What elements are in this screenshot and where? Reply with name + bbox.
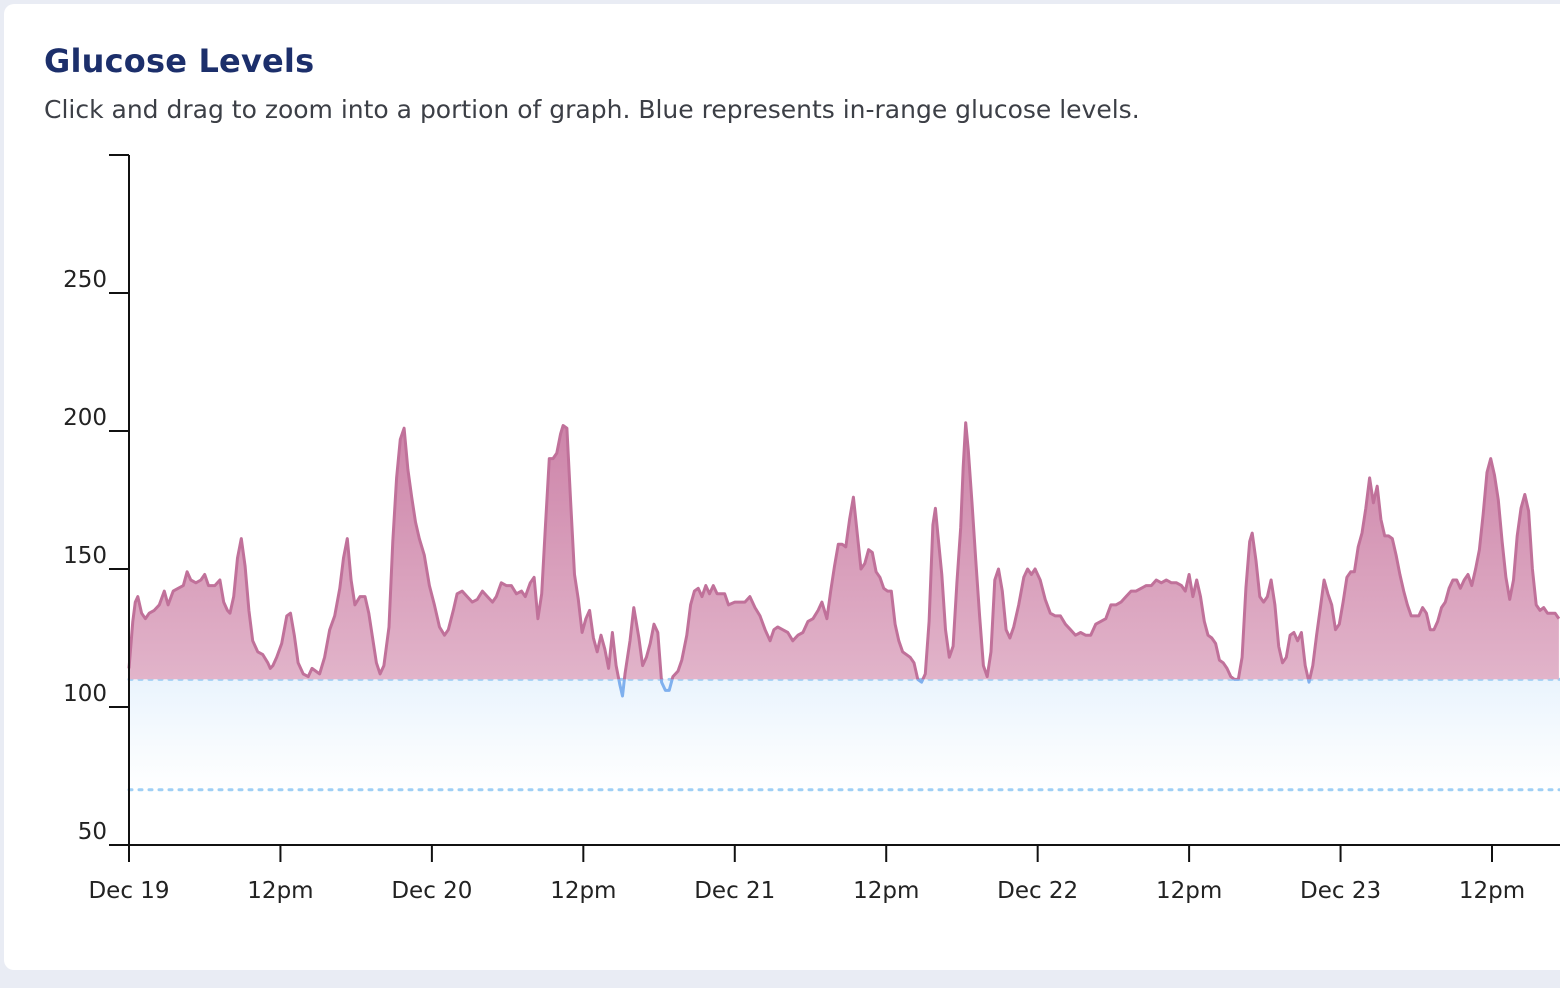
y-tick-label: 100 (63, 681, 107, 707)
x-tick-label: 12pm (247, 878, 313, 904)
chart-instructions: Click and drag to zoom into a portion of… (44, 95, 1140, 124)
x-tick-label: 12pm (1156, 878, 1222, 904)
x-tick-label: Dec 23 (1300, 878, 1381, 904)
x-tick-label: 12pm (550, 878, 616, 904)
in-range-band (129, 679, 1560, 790)
x-tick-label: Dec 20 (391, 878, 472, 904)
x-tick-label: Dec 21 (694, 878, 775, 904)
chart-title: Glucose Levels (44, 42, 315, 80)
x-tick-label: Dec 19 (88, 878, 169, 904)
glucose-card (4, 4, 1560, 970)
y-tick-label: 150 (63, 543, 107, 569)
x-tick-label: 12pm (1459, 878, 1525, 904)
x-tick-label: Dec 22 (997, 878, 1078, 904)
y-tick-label: 200 (63, 405, 107, 431)
glucose-line-high (127, 421, 1560, 680)
y-tick-label: 50 (78, 819, 107, 845)
high-glucose-area (129, 422, 1559, 680)
y-tick-label: 250 (63, 267, 107, 293)
x-tick-label: 12pm (853, 878, 919, 904)
